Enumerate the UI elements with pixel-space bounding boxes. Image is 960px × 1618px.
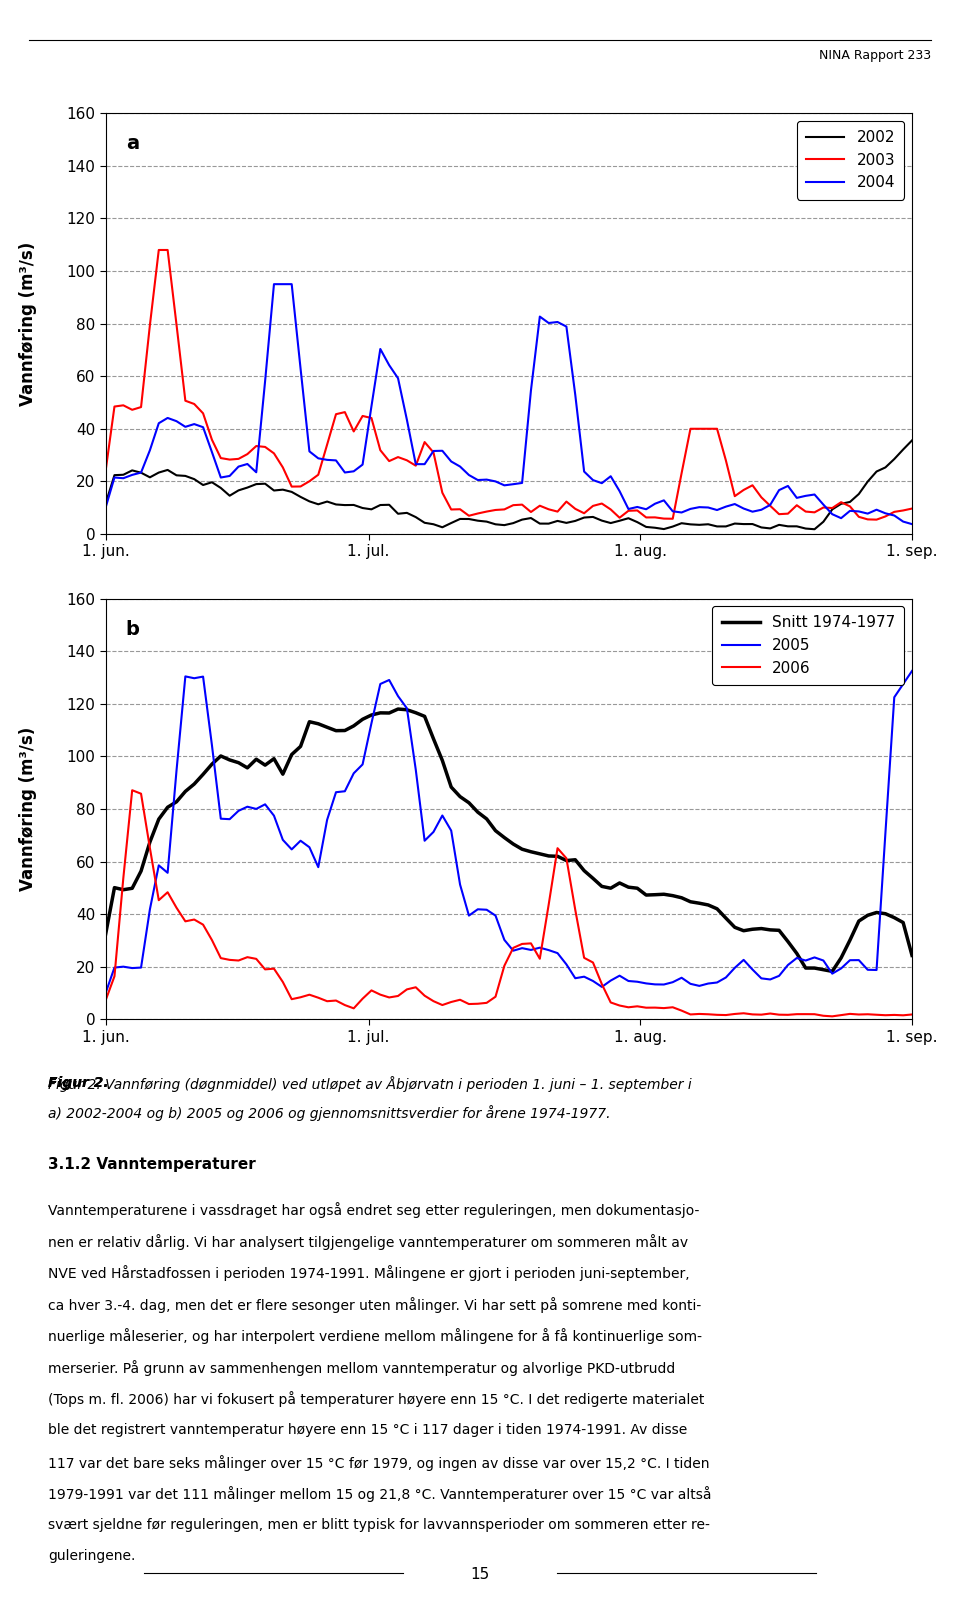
2004: [738, 498, 750, 518]
2002: [578, 508, 589, 527]
2006: [738, 1003, 750, 1023]
2005: [729, 958, 740, 977]
2004: [703, 498, 714, 518]
Text: 117 var det bare seks målinger over 15 °C før 1979, og ingen av disse var over 1: 117 var det bare seks målinger over 15 °…: [48, 1455, 709, 1471]
Text: nen er relativ dårlig. Vi har analysert tilgjengelige vanntemperaturer om sommer: nen er relativ dårlig. Vi har analysert …: [48, 1233, 688, 1249]
2005: [578, 968, 589, 987]
2004: [268, 275, 279, 294]
2003: [100, 461, 111, 481]
Text: 3.1.2 Vanntemperaturer: 3.1.2 Vanntemperaturer: [48, 1157, 255, 1171]
Legend: 2002, 2003, 2004: 2002, 2003, 2004: [797, 121, 904, 199]
2002: [808, 519, 820, 539]
2002: [100, 493, 111, 513]
2003: [756, 487, 767, 506]
Snitt 1974-1977: [827, 961, 838, 981]
2003: [153, 241, 164, 260]
2004: [747, 502, 758, 521]
Snitt 1974-1977: [738, 921, 750, 940]
Snitt 1974-1977: [588, 869, 599, 888]
2006: [703, 1005, 714, 1024]
2003: [871, 510, 882, 529]
2005: [774, 966, 785, 985]
2005: [906, 662, 918, 681]
2006: [756, 1005, 767, 1024]
Line: 2002: 2002: [106, 440, 912, 529]
2006: [782, 1005, 794, 1024]
Text: NINA Rapport 233: NINA Rapport 233: [819, 49, 931, 61]
Text: Figur 2. Vannføring (døgnmiddel) ved utløpet av Åbjørvatn i perioden 1. juni – 1: Figur 2. Vannføring (døgnmiddel) ved utl…: [48, 1076, 692, 1092]
2006: [747, 1005, 758, 1024]
Line: 2005: 2005: [106, 671, 912, 993]
2003: [906, 498, 918, 518]
Line: 2003: 2003: [106, 251, 912, 519]
Text: Vanntemperaturene i vassdraget har også endret seg etter reguleringen, men dokum: Vanntemperaturene i vassdraget har også …: [48, 1202, 700, 1218]
2002: [729, 515, 740, 534]
Text: NVE ved Hårstadfossen i perioden 1974-1991. Målingene er gjort i perioden juni-s: NVE ved Hårstadfossen i perioden 1974-19…: [48, 1265, 689, 1281]
2003: [703, 419, 714, 438]
2005: [747, 959, 758, 979]
Text: (Tops m. fl. 2006) har vi fokusert på temperaturer høyere enn 15 °C. I det redig: (Tops m. fl. 2006) har vi fokusert på te…: [48, 1391, 705, 1408]
2006: [827, 1006, 838, 1026]
2006: [906, 1005, 918, 1024]
Text: 15: 15: [470, 1568, 490, 1582]
2004: [588, 471, 599, 490]
2003: [782, 503, 794, 523]
Snitt 1974-1977: [100, 924, 111, 943]
Text: nuerlige måleserier, og har interpolert verdiene mellom målingene for å få konti: nuerlige måleserier, og har interpolert …: [48, 1328, 702, 1345]
Snitt 1974-1977: [906, 945, 918, 964]
Text: Figur 2. Vannføring (døgnmiddel) ved utløpet av Åbjørvatn i perioden 1. juni – 1: Figur 2. Vannføring (døgnmiddel) ved utl…: [48, 1076, 692, 1092]
2004: [782, 476, 794, 495]
Line: Snitt 1974-1977: Snitt 1974-1977: [106, 709, 912, 971]
Y-axis label: Vannføring (m³/s): Vannføring (m³/s): [19, 241, 37, 406]
2004: [906, 515, 918, 534]
Snitt 1974-1977: [747, 919, 758, 938]
Text: b: b: [126, 620, 139, 639]
Legend: Snitt 1974-1977, 2005, 2006: Snitt 1974-1977, 2005, 2006: [712, 607, 904, 684]
Text: Figur 2.: Figur 2.: [48, 1076, 108, 1091]
2006: [127, 780, 138, 799]
2003: [738, 481, 750, 500]
2004: [756, 500, 767, 519]
Snitt 1974-1977: [756, 919, 767, 938]
2002: [693, 515, 705, 534]
Snitt 1974-1977: [703, 895, 714, 914]
2005: [100, 984, 111, 1003]
2002: [906, 430, 918, 450]
2003: [747, 476, 758, 495]
2005: [738, 950, 750, 969]
Text: 1979-1991 var det 111 målinger mellom 15 og 21,8 °C. Vanntemperaturer over 15 °C: 1979-1991 var det 111 målinger mellom 15…: [48, 1485, 711, 1502]
2002: [738, 515, 750, 534]
2005: [693, 976, 705, 995]
Snitt 1974-1977: [393, 699, 404, 718]
2006: [100, 990, 111, 1010]
Text: ble det registrert vanntemperatur høyere enn 15 °C i 117 dager i tiden 1974-1991: ble det registrert vanntemperatur høyere…: [48, 1424, 687, 1437]
Snitt 1974-1977: [782, 932, 794, 951]
2006: [588, 953, 599, 972]
2004: [100, 498, 111, 518]
Text: a: a: [126, 134, 139, 154]
Line: 2006: 2006: [106, 790, 912, 1016]
Text: Figur 2.: Figur 2.: [48, 1076, 108, 1091]
Text: a) 2002-2004 og b) 2005 og 2006 og gjennomsnittsverdier for årene 1974-1977.: a) 2002-2004 og b) 2005 og 2006 og gjenn…: [48, 1105, 611, 1121]
Line: 2004: 2004: [106, 285, 912, 524]
Y-axis label: Vannføring (m³/s): Vannføring (m³/s): [19, 726, 37, 892]
2003: [588, 497, 599, 516]
Text: svært sjeldne før reguleringen, men er blitt typisk for lavvannsperioder om somm: svært sjeldne før reguleringen, men er b…: [48, 1518, 709, 1532]
Text: guleringene.: guleringene.: [48, 1550, 135, 1563]
2002: [747, 515, 758, 534]
Text: ca hver 3.-4. dag, men det er flere sesonger uten målinger. Vi har sett på somre: ca hver 3.-4. dag, men det er flere seso…: [48, 1298, 701, 1312]
Text: merserier. På grunn av sammenhengen mellom vanntemperatur og alvorlige PKD-utbru: merserier. På grunn av sammenhengen mell…: [48, 1359, 675, 1375]
2002: [774, 515, 785, 534]
